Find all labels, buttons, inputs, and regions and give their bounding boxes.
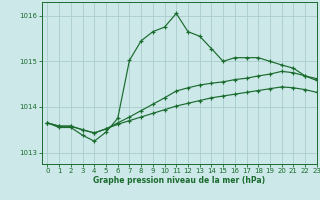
X-axis label: Graphe pression niveau de la mer (hPa): Graphe pression niveau de la mer (hPa) (93, 176, 265, 185)
